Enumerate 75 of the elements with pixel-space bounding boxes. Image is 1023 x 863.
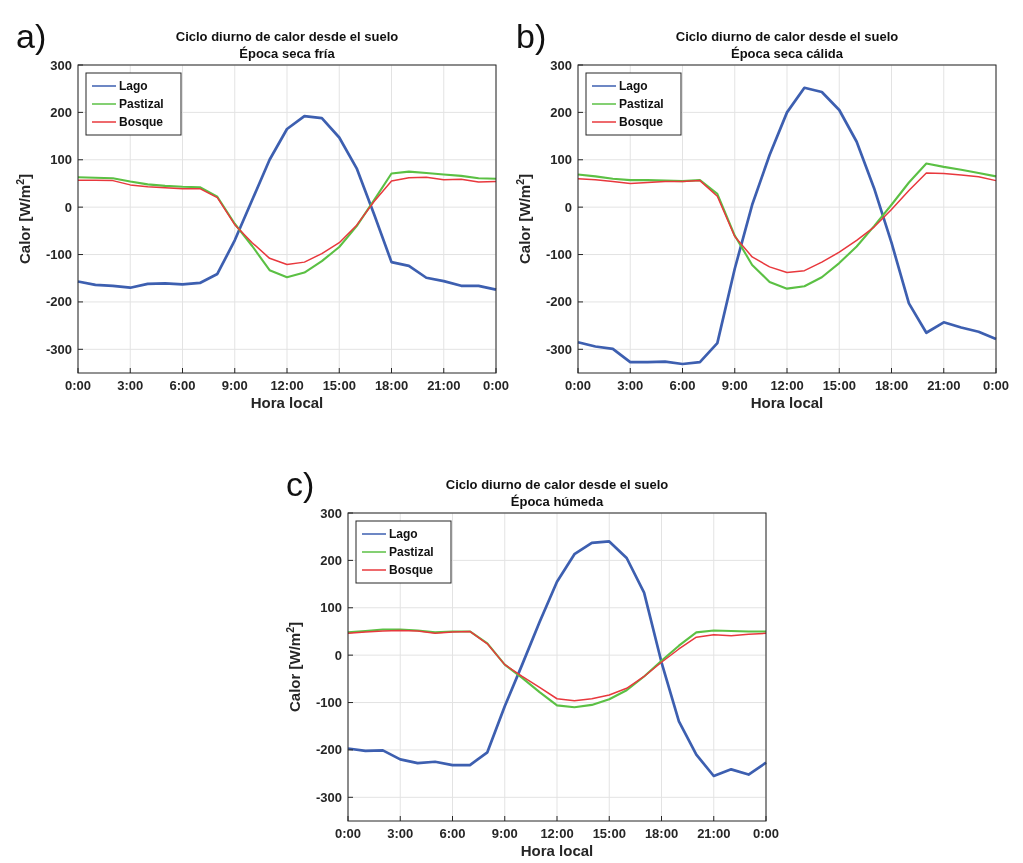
y-tick-label: 0 <box>564 199 572 215</box>
y-tick-label: 0 <box>64 199 72 215</box>
x-tick-label: 0:00 <box>564 378 592 393</box>
legend-label: Pastizal <box>619 97 664 111</box>
x-tick-label: 9:00 <box>721 378 748 393</box>
chart-title: Ciclo diurno de calor desde el suelo <box>445 477 669 492</box>
y-tick-label: 100 <box>50 152 72 168</box>
x-tick-label: 0:00 <box>982 378 1010 393</box>
legend-label: Pastizal <box>389 545 434 559</box>
x-axis-title: Hora local <box>520 842 594 859</box>
line-series <box>76 170 498 279</box>
y-tick-label: -100 <box>545 247 572 263</box>
text: a) <box>16 17 47 55</box>
x-tick-label: 0:00 <box>334 826 362 841</box>
y-tick-label: 200 <box>550 104 572 120</box>
x-tick-label: 12:00 <box>770 378 804 393</box>
text: c) <box>286 465 315 503</box>
legend-label: Lago <box>389 527 418 541</box>
x-tick-label: 6:00 <box>439 826 466 841</box>
y-tick-label: -100 <box>315 695 342 711</box>
x-tick-label: 3:00 <box>387 826 414 841</box>
x-tick-label: 21:00 <box>927 378 961 393</box>
y-tick-label: -200 <box>545 294 572 310</box>
x-tick-label: 9:00 <box>491 826 518 841</box>
x-tick-label: 0:00 <box>752 826 780 841</box>
x-tick-label: 15:00 <box>592 826 626 841</box>
y-tick-label: 200 <box>50 104 72 120</box>
y-tick-label: 200 <box>320 552 342 568</box>
y-tick-label: -300 <box>45 341 72 357</box>
y-tick-label: -300 <box>545 341 572 357</box>
x-tick-label: 18:00 <box>644 826 679 841</box>
x-tick-label: 3:00 <box>117 378 144 393</box>
y-tick-label: -100 <box>45 247 72 263</box>
x-tick-label: 12:00 <box>270 378 304 393</box>
y-tick-label: 0 <box>334 647 342 663</box>
chart-subtitle: Época húmeda <box>510 494 604 509</box>
x-tick-label: 18:00 <box>374 378 409 393</box>
y-tick-label: 100 <box>550 152 572 168</box>
line-series <box>76 114 498 291</box>
line-series <box>346 540 768 778</box>
text: b) <box>516 17 547 55</box>
x-tick-label: 0:00 <box>482 378 510 393</box>
chart-title: Ciclo diurno de calor desde el suelo <box>175 29 399 44</box>
chart-title: Ciclo diurno de calor desde el suelo <box>675 29 899 44</box>
x-axis-title: Hora local <box>250 394 324 411</box>
x-tick-label: 12:00 <box>540 826 574 841</box>
x-tick-label: 3:00 <box>617 378 644 393</box>
line-series <box>577 172 997 274</box>
y-tick-label: -300 <box>315 789 342 805</box>
legend-label: Bosque <box>389 563 434 577</box>
y-tick-label: 300 <box>320 505 342 521</box>
line-series <box>576 162 998 290</box>
legend-label: Bosque <box>119 115 164 129</box>
legend-label: Bosque <box>619 115 664 129</box>
x-tick-label: 21:00 <box>697 826 731 841</box>
y-tick-label: 100 <box>320 600 342 616</box>
legend-label: Lago <box>619 79 648 93</box>
line-series <box>77 176 497 266</box>
chart-subtitle: Época seca fría <box>239 46 336 61</box>
legend-label: Lago <box>119 79 148 93</box>
x-tick-label: 21:00 <box>427 378 461 393</box>
y-tick-label: -200 <box>45 294 72 310</box>
y-tick-label: -200 <box>315 742 342 758</box>
x-tick-label: 6:00 <box>169 378 196 393</box>
x-axis-title: Hora local <box>750 394 824 411</box>
legend-label: Pastizal <box>119 97 164 111</box>
y-tick-label: 300 <box>550 57 572 73</box>
x-tick-label: 18:00 <box>874 378 909 393</box>
x-tick-label: 9:00 <box>221 378 248 393</box>
x-tick-label: 6:00 <box>669 378 696 393</box>
chart-subtitle: Época seca cálida <box>730 46 844 61</box>
x-tick-label: 15:00 <box>822 378 856 393</box>
y-tick-label: 300 <box>50 57 72 73</box>
x-tick-label: 15:00 <box>322 378 356 393</box>
x-tick-label: 0:00 <box>64 378 92 393</box>
